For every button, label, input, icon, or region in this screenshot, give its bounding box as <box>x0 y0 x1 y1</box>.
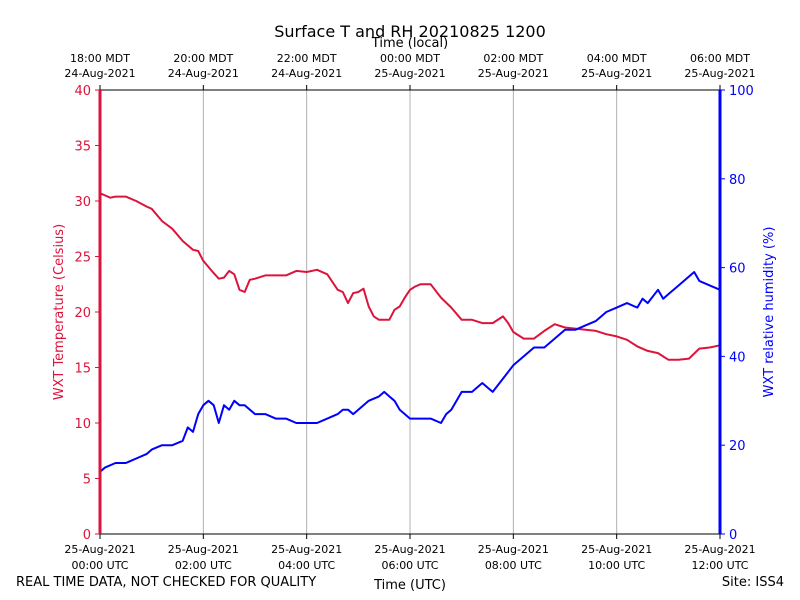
left-y-tick-label: 35 <box>74 140 91 155</box>
bottom-x-tick-time: 02:00 UTC <box>175 559 232 572</box>
grid-layer <box>202 90 618 534</box>
humidity-series-line <box>99 271 721 473</box>
left-y-tick-label: 10 <box>74 417 91 432</box>
top-axis-label: Time (local) <box>371 36 448 51</box>
chart-title: Surface T and RH 20210825 1200 <box>274 22 546 41</box>
left-y-tick-label: 0 <box>83 528 91 543</box>
right-y-tick-label: 40 <box>729 350 746 365</box>
top-x-tick-date: 25-Aug-2021 <box>374 67 445 80</box>
bottom-x-tick-date: 25-Aug-2021 <box>64 543 135 556</box>
temperature-series-line <box>99 192 721 361</box>
bottom-x-tick-date: 25-Aug-2021 <box>374 543 445 556</box>
left-y-tick-label: 30 <box>74 195 91 210</box>
bottom-x-tick-date: 25-Aug-2021 <box>684 543 755 556</box>
top-x-tick-date: 24-Aug-2021 <box>64 67 135 80</box>
right-y-tick-label: 80 <box>729 173 746 188</box>
top-x-tick-time: 06:00 MDT <box>690 52 750 65</box>
top-x-tick-date: 25-Aug-2021 <box>684 67 755 80</box>
site-label: Site: ISS4 <box>721 575 784 590</box>
left-y-axis-label: WXT Temperature (Celsius) <box>52 224 67 400</box>
bottom-x-tick-time: 08:00 UTC <box>485 559 542 572</box>
right-y-tick-label: 60 <box>729 262 746 277</box>
top-x-tick-time: 04:00 MDT <box>587 52 647 65</box>
top-x-tick-time: 00:00 MDT <box>380 52 440 65</box>
bottom-x-tick-time: 06:00 UTC <box>381 559 438 572</box>
bottom-x-tick-time: 10:00 UTC <box>588 559 645 572</box>
right-y-tick-label: 0 <box>729 528 737 543</box>
left-y-tick-label: 25 <box>74 251 91 266</box>
right-y-axis-label: WXT relative humidity (%) <box>762 227 777 398</box>
bottom-x-tick-date: 25-Aug-2021 <box>168 543 239 556</box>
bottom-x-tick-date: 25-Aug-2021 <box>478 543 549 556</box>
left-y-tick-label: 5 <box>83 473 91 488</box>
ticks-layer: 0 5 10 15 20 25 30 35 40 0 20 40 60 80 100 25-Aug-2021 0… <box>64 52 755 572</box>
top-x-tick-time: 22:00 MDT <box>277 52 337 65</box>
bottom-x-tick-date: 25-Aug-2021 <box>581 543 652 556</box>
right-y-tick-label: 100 <box>729 84 754 99</box>
bottom-x-tick-time: 04:00 UTC <box>278 559 335 572</box>
top-x-tick-time: 20:00 MDT <box>173 52 233 65</box>
left-y-tick-label: 40 <box>74 84 91 99</box>
x-axis-label: Time (UTC) <box>373 578 446 593</box>
bottom-x-tick-date: 25-Aug-2021 <box>271 543 342 556</box>
top-x-tick-time: 18:00 MDT <box>70 52 130 65</box>
top-x-tick-date: 24-Aug-2021 <box>271 67 342 80</box>
quality-disclaimer: REAL TIME DATA, NOT CHECKED FOR QUALITY <box>16 575 317 590</box>
bottom-x-tick-time: 00:00 UTC <box>71 559 128 572</box>
left-y-tick-label: 20 <box>74 306 91 321</box>
right-y-tick-label: 20 <box>729 439 746 454</box>
bottom-x-tick-time: 12:00 UTC <box>691 559 748 572</box>
top-x-tick-time: 02:00 MDT <box>483 52 543 65</box>
top-x-tick-date: 25-Aug-2021 <box>581 67 652 80</box>
left-y-tick-label: 15 <box>74 362 91 377</box>
series-layer <box>99 192 721 473</box>
top-x-tick-date: 24-Aug-2021 <box>168 67 239 80</box>
top-x-tick-date: 25-Aug-2021 <box>478 67 549 80</box>
